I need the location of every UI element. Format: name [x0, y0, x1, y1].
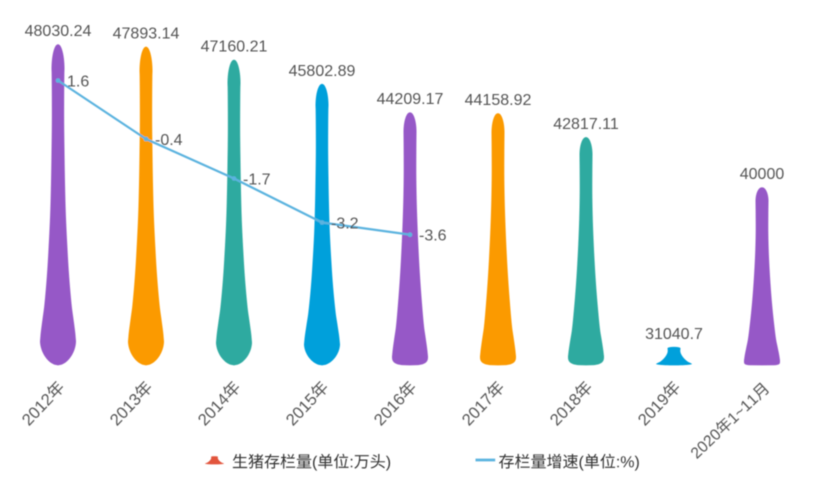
- svg-text:40000: 40000: [740, 166, 785, 183]
- svg-text:-3.2: -3.2: [331, 215, 359, 232]
- svg-text:48030.24: 48030.24: [25, 23, 92, 40]
- svg-text:47893.14: 47893.14: [113, 26, 180, 43]
- svg-text:47160.21: 47160.21: [201, 39, 268, 56]
- svg-text:31040.7: 31040.7: [645, 326, 703, 343]
- svg-text:42817.11: 42817.11: [553, 116, 619, 133]
- svg-text:45802.89: 45802.89: [289, 63, 356, 80]
- svg-text:1.6: 1.6: [67, 73, 89, 90]
- svg-text:-1.7: -1.7: [243, 171, 271, 188]
- svg-text:44158.92: 44158.92: [465, 92, 532, 109]
- svg-text:-0.4: -0.4: [155, 132, 183, 149]
- svg-text:-3.6: -3.6: [419, 228, 447, 245]
- svg-text:44209.17: 44209.17: [377, 91, 444, 108]
